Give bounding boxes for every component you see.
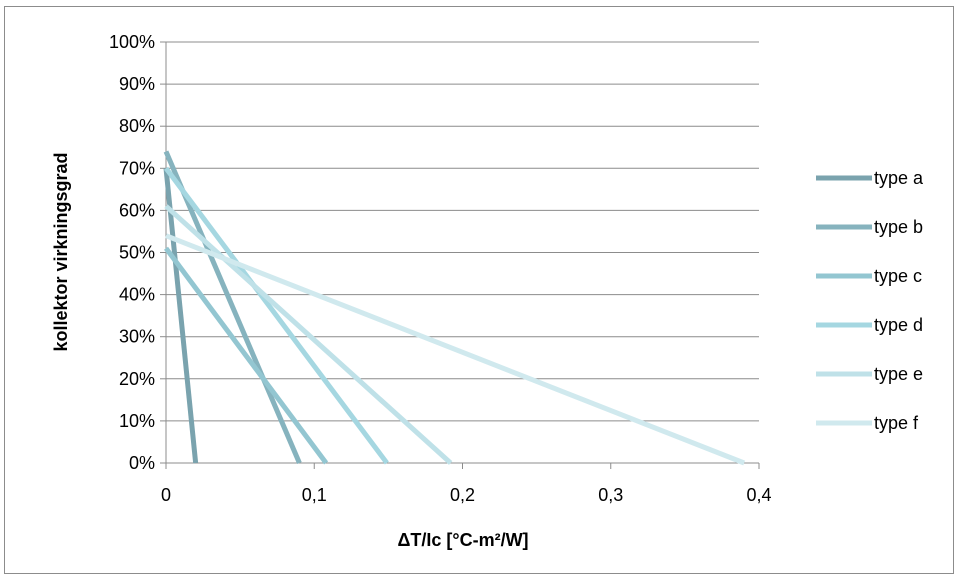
tick-labels: 0% 10% 20% 30% 40% 50% 60% 70% 80% 90% 100% 0 0,1 0,2…: [109, 32, 772, 505]
y-tick-label: 80%: [119, 116, 155, 136]
series-lines: [163, 150, 746, 466]
x-tick-label: 0,4: [746, 485, 771, 505]
y-tick-label: 70%: [119, 158, 155, 178]
y-tick-label: 30%: [119, 327, 155, 347]
x-tick-label: 0,3: [598, 485, 623, 505]
series-line-type-c: [163, 246, 329, 465]
series-line-type-e: [164, 204, 453, 465]
series-line-type-d: [163, 166, 389, 465]
y-tick-label: 100%: [109, 32, 155, 52]
y-tick-label: 0%: [129, 453, 155, 473]
x-tick-label: 0,2: [450, 485, 475, 505]
y-axis-title: kollektor virkningsgrad: [51, 152, 71, 351]
legend-label: type e: [874, 364, 923, 384]
legend-label: type b: [874, 217, 923, 237]
legend-label: type c: [874, 266, 922, 286]
chart-area: [4, 6, 954, 574]
y-tick-label: 40%: [119, 285, 155, 305]
x-tick-label: 0: [161, 485, 171, 505]
legend: type a type b type c type d type e type f: [816, 168, 924, 433]
y-tick-label: 50%: [119, 243, 155, 263]
x-axis-title: ΔT/Ic [°C-m²/W]: [397, 530, 528, 550]
series-line-type-a: [163, 168, 199, 464]
legend-label: type d: [874, 315, 923, 335]
legend-label: type a: [874, 168, 924, 188]
y-tick-label: 90%: [119, 74, 155, 94]
y-tick-label: 20%: [119, 369, 155, 389]
x-tick-label: 0,1: [302, 485, 327, 505]
y-tick-label: 60%: [119, 200, 155, 220]
series-line-type-f: [165, 233, 746, 466]
series-line-type-b: [163, 150, 302, 464]
y-tick-label: 10%: [119, 411, 155, 431]
legend-label: type f: [874, 413, 919, 433]
axes: [160, 41, 760, 469]
